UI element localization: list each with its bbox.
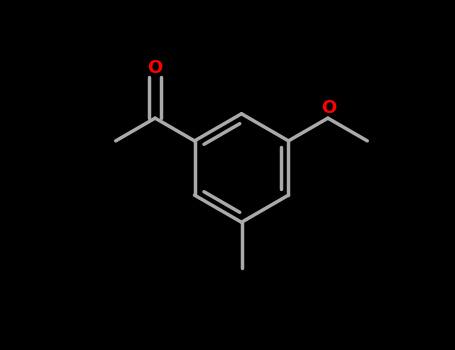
- Text: O: O: [321, 99, 337, 117]
- Text: O: O: [147, 60, 163, 77]
